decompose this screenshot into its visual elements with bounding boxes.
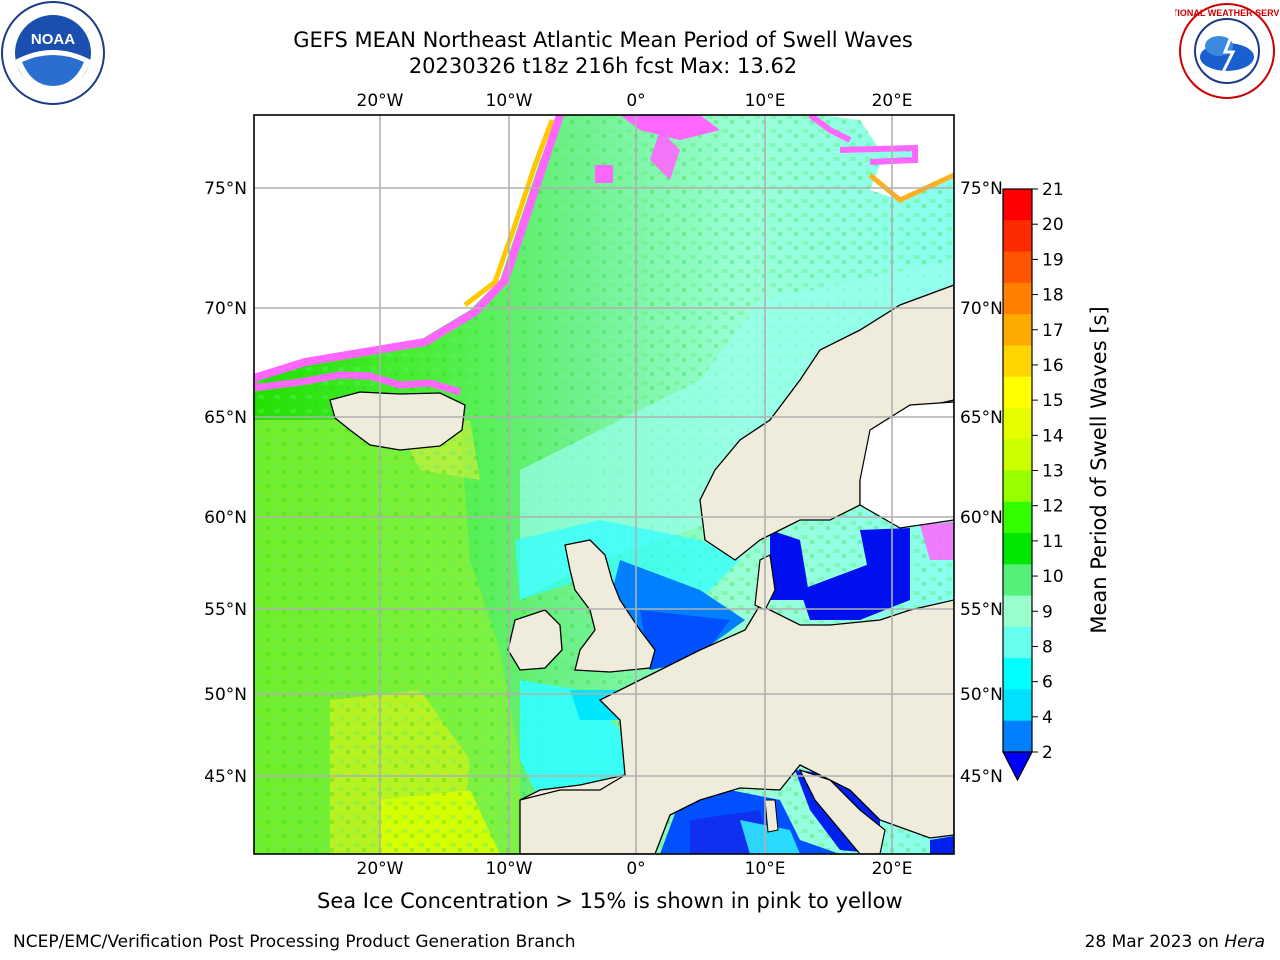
chart-title: GEFS MEAN Northeast Atlantic Mean Period…	[293, 28, 913, 52]
lat-label: 65°N	[204, 408, 247, 428]
chart-subtitle: 20230326 t18z 216h fcst Max: 13.62	[408, 54, 798, 78]
colorbar-segment	[1003, 501, 1032, 534]
noaa-logo-text: NOAA	[31, 31, 75, 48]
longitude-labels-top: 20°W 10°W 0° 10°E 20°E	[357, 91, 913, 111]
colorbar-segment	[1003, 564, 1032, 597]
colorbar-segment	[1003, 470, 1032, 503]
lat-label: 45°N	[960, 767, 1003, 787]
lat-label: 75°N	[204, 179, 247, 199]
colorbar-tick-label: 19	[1042, 250, 1064, 270]
colorbar-tick-label: 4	[1042, 708, 1053, 728]
footer-machine: Hera	[1224, 932, 1265, 952]
national-weather-service-logo: NATIONAL WEATHER SERVICE	[1175, 3, 1279, 99]
lon-label: 20°W	[357, 859, 404, 879]
colorbar-segment	[1003, 376, 1032, 409]
colorbar-tick-label: 20	[1042, 215, 1064, 235]
colorbar-tick-label: 16	[1042, 356, 1064, 376]
colorbar-tick-label: 21	[1042, 180, 1064, 200]
footer-branch: NCEP/EMC/Verification Post Processing Pr…	[13, 932, 576, 952]
footer-date-text: 28 Mar 2023 on	[1084, 932, 1225, 952]
lon-label: 10°W	[486, 91, 533, 111]
colorbar: 21 20 19 18 17 16 15 14 13 12 11 10 9 8 6 4 2	[1002, 180, 1064, 782]
footer-date: 28 Mar 2023 on Hera	[1085, 932, 1265, 952]
colorbar-tick-label: 15	[1042, 391, 1064, 411]
lat-label: 75°N	[960, 179, 1003, 199]
lon-label: 0°	[626, 91, 645, 111]
colorbar-tick-label: 6	[1042, 673, 1053, 693]
colorbar-segment	[1003, 658, 1032, 690]
lat-label: 55°N	[960, 600, 1003, 620]
colorbar-tick-label: 13	[1042, 462, 1064, 482]
lat-label: 50°N	[204, 685, 247, 705]
colorbar-tick-label: 8	[1042, 637, 1053, 657]
colorbar-segment	[1003, 595, 1032, 628]
map-area	[254, 115, 954, 854]
lon-label: 10°W	[486, 859, 533, 879]
lat-label: 45°N	[204, 767, 247, 787]
lat-label: 60°N	[960, 508, 1003, 528]
lat-label: 70°N	[960, 299, 1003, 319]
colorbar-segment	[1003, 189, 1032, 221]
colorbar-tick-label: 9	[1042, 602, 1053, 622]
map-frame	[253, 114, 955, 855]
colorbar-tick-label: 10	[1042, 567, 1064, 587]
colorbar-segment	[1003, 314, 1032, 346]
lon-label: 10°E	[745, 91, 786, 111]
colorbar-segment	[1003, 251, 1032, 284]
colorbar-segment	[1003, 220, 1032, 253]
lat-label: 50°N	[960, 685, 1003, 705]
colorbar-segment	[1003, 345, 1032, 378]
lon-label: 20°W	[357, 91, 404, 111]
graticule	[254, 115, 954, 854]
colorbar-tick-label: 17	[1042, 321, 1064, 341]
lon-label: 10°E	[745, 859, 786, 879]
colorbar-segment	[1003, 533, 1032, 565]
colorbar-tick-label: 2	[1042, 743, 1053, 763]
lon-label: 0°	[626, 859, 645, 879]
nws-logo-text: NATIONAL WEATHER SERVICE	[1175, 8, 1279, 18]
colorbar-segment	[1003, 282, 1032, 315]
longitude-labels-bottom: 20°W 10°W 0° 10°E 20°E	[357, 859, 913, 879]
lat-label: 60°N	[204, 508, 247, 528]
colorbar-segment	[1003, 689, 1032, 722]
colorbar-segment	[1003, 720, 1032, 753]
latitude-labels-left: 75°N 70°N 65°N 60°N 55°N 50°N 45°N	[204, 179, 247, 787]
colorbar-tick-label: 11	[1042, 532, 1064, 552]
lat-label: 55°N	[204, 600, 247, 620]
noaa-logo: NOAA	[1, 1, 105, 105]
colorbar-segment	[1003, 407, 1032, 440]
colorbar-segment	[1003, 439, 1032, 471]
lat-label: 70°N	[204, 299, 247, 319]
lon-label: 20°E	[872, 91, 913, 111]
colorbar-extend-arrow	[1002, 751, 1033, 782]
colorbar-label: Mean Period of Swell Waves [s]	[1087, 306, 1111, 633]
colorbar-segment	[1003, 626, 1032, 659]
colorbar-tick-label: 14	[1042, 426, 1064, 446]
sea-ice-note: Sea Ice Concentration > 15% is shown in …	[317, 889, 903, 913]
latitude-labels-right: 75°N 70°N 65°N 60°N 55°N 50°N 45°N	[960, 179, 1003, 787]
colorbar-tick-label: 18	[1042, 286, 1064, 306]
lon-label: 20°E	[872, 859, 913, 879]
colorbar-tick-label: 12	[1042, 497, 1064, 517]
lat-label: 65°N	[960, 408, 1003, 428]
